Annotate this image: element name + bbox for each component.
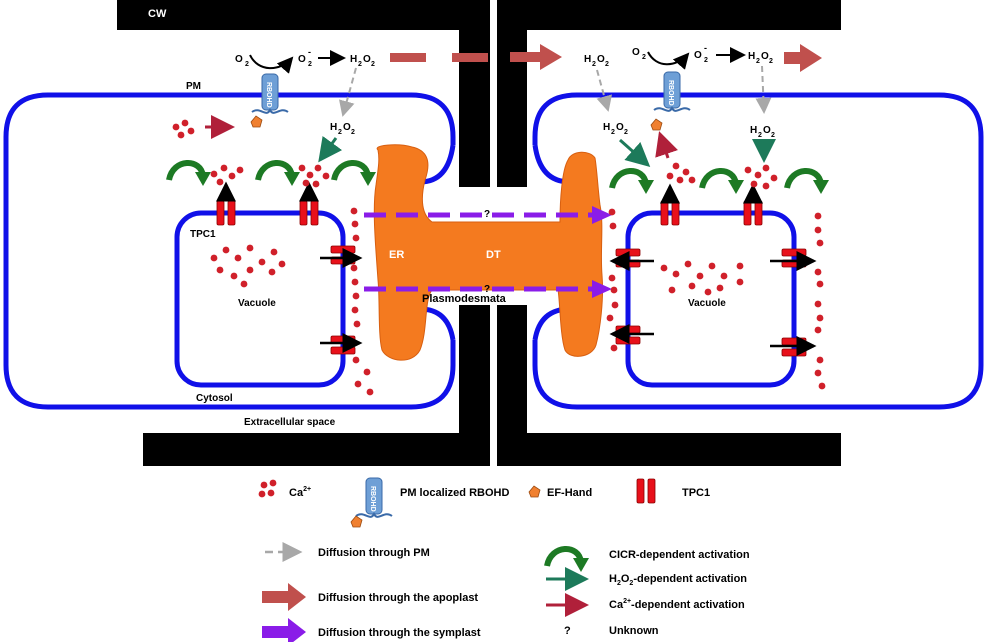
svg-text:-: - <box>704 43 707 53</box>
legend-cicr-label: CICR-dependent activation <box>609 549 750 561</box>
svg-text:2: 2 <box>592 61 596 68</box>
svg-text:2: 2 <box>769 58 773 65</box>
svg-text:O: O <box>694 50 702 61</box>
cytosol-label: Cytosol <box>196 393 233 404</box>
svg-text:2: 2 <box>704 57 708 64</box>
cell-wall <box>117 0 841 466</box>
legend-ca-label: Ca2+ <box>289 486 311 499</box>
svg-text:2: 2 <box>771 132 775 139</box>
svg-text:O: O <box>761 51 769 62</box>
dt-label: DT <box>486 249 501 261</box>
svg-text:RBOHD: RBOHD <box>667 80 674 106</box>
legend-diff-symplast-icon <box>262 618 306 642</box>
cell-wall-middle-top-left <box>459 0 490 187</box>
cell-wall-top-left <box>117 0 490 30</box>
legend-tpc1-label: TPC1 <box>682 487 710 499</box>
legend-diff-pm-label: Diffusion through PM <box>318 547 430 559</box>
svg-text:RBOHD: RBOHD <box>265 82 272 108</box>
svg-text:O: O <box>597 54 605 65</box>
svg-text:O: O <box>616 122 624 133</box>
tpc1-label: TPC1 <box>190 229 216 240</box>
legend-efhand-label: EF-Hand <box>547 487 592 499</box>
svg-text:-: - <box>308 47 311 57</box>
ros-reaction-right: H 2 O 2 O 2 O 2 - H 2 O 2 H 2 O 2 H 2 O … <box>584 43 776 167</box>
svg-text:H: H <box>748 51 755 62</box>
rbohd-left: RBOHD <box>251 73 289 114</box>
legend: Ca2+ RBOHD PM localized RBOHD EF-Hand TP… <box>258 477 750 642</box>
plasmodesmata-label: Plasmodesmata <box>422 293 507 305</box>
cw-label: CW <box>148 8 167 20</box>
legend-cicr-icon <box>547 549 589 572</box>
svg-text:O: O <box>235 54 243 65</box>
svg-text:2: 2 <box>758 132 762 139</box>
svg-text:2: 2 <box>624 129 628 136</box>
efflux-arrows <box>216 181 817 356</box>
cell-wall-bottom-right <box>497 433 841 466</box>
legend-unknown-label: Unknown <box>609 625 659 637</box>
cell-wall-bottom-left <box>143 433 490 466</box>
svg-text:H: H <box>750 125 757 136</box>
svg-text:O: O <box>363 54 371 65</box>
tpc1-channels-left <box>216 200 356 355</box>
svg-text:O: O <box>298 54 306 65</box>
svg-text:2: 2 <box>605 61 609 68</box>
svg-text:H: H <box>330 122 337 133</box>
svg-text:RBOHD: RBOHD <box>369 486 376 512</box>
svg-text:O: O <box>763 125 771 136</box>
svg-text:2: 2 <box>371 61 375 68</box>
extracellular-label: Extracellular space <box>244 417 336 428</box>
legend-ca-activation-label: Ca2+-dependent activation <box>609 598 745 611</box>
vacuole-right-label: Vacuole <box>688 298 726 309</box>
symplast-arrow-bottom <box>364 280 612 298</box>
legend-diff-apoplast-icon <box>262 583 306 611</box>
vacuole-left-label: Vacuole <box>238 298 276 309</box>
legend-diff-apoplast-label: Diffusion through the apoplast <box>318 592 478 604</box>
svg-text:H: H <box>584 54 591 65</box>
vacuole-membrane-right <box>625 210 797 388</box>
svg-text:H: H <box>350 54 357 65</box>
cell-wall-middle-top-right <box>497 0 527 187</box>
symplast-arrow-top <box>364 206 612 224</box>
efhand-left <box>250 115 263 128</box>
cicr-arcs-left <box>169 163 376 186</box>
legend-ca-icon <box>258 479 277 498</box>
svg-text:O: O <box>632 47 640 58</box>
symplast-unknown-bottom: ? <box>484 284 490 295</box>
legend-h2o2-activation-label: H2O2-dependent activation <box>609 573 747 587</box>
legend-rbohd-efhand <box>350 515 363 528</box>
legend-unknown-mark: ? <box>564 625 571 637</box>
efhand-right <box>650 118 663 131</box>
cicr-arcs-right <box>612 171 829 194</box>
symplast-unknown-top: ? <box>484 209 490 220</box>
legend-tpc1-icon <box>636 478 656 504</box>
legend-rbohd-label: PM localized RBOHD <box>400 487 509 499</box>
legend-rbohd-icon: RBOHD <box>355 477 393 518</box>
svg-text:H: H <box>603 122 610 133</box>
svg-text:2: 2 <box>338 129 342 136</box>
ros-reaction-left: O 2 O 2 - H 2 O 2 H 2 O 2 <box>235 47 375 163</box>
svg-text:2: 2 <box>245 61 249 68</box>
apoplast-arrow <box>390 44 822 72</box>
svg-text:2: 2 <box>351 129 355 136</box>
legend-efhand-icon <box>528 485 541 498</box>
rbohd-right: RBOHD <box>653 71 691 112</box>
vacuole-membrane-left <box>174 210 346 388</box>
legend-diff-symplast-label: Diffusion through the symplast <box>318 627 481 639</box>
er-desmotubule <box>373 144 604 361</box>
svg-text:2: 2 <box>358 61 362 68</box>
svg-text:O: O <box>343 122 351 133</box>
svg-text:2: 2 <box>611 129 615 136</box>
cell-wall-top-right <box>497 0 841 30</box>
svg-text:2: 2 <box>308 61 312 68</box>
er-label: ER <box>389 249 404 261</box>
svg-text:2: 2 <box>642 54 646 61</box>
svg-text:2: 2 <box>756 58 760 65</box>
pm-label: PM <box>186 81 201 92</box>
